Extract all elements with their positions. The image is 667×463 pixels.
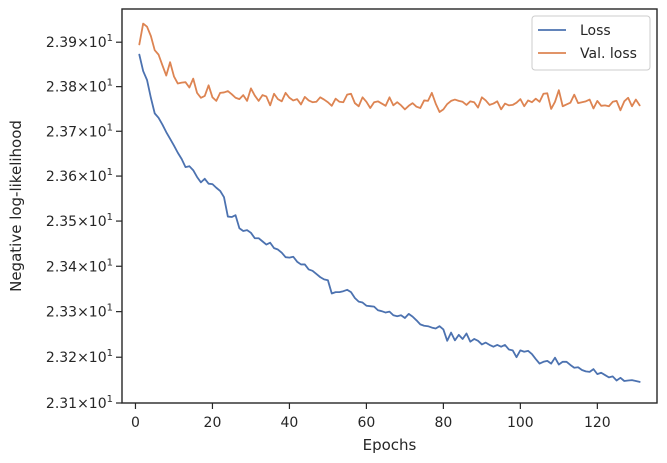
x-tick-label: 60: [357, 415, 375, 431]
x-tick-label: 20: [204, 415, 222, 431]
plot-frame: [121, 8, 658, 404]
legend: Loss Val. loss: [531, 15, 651, 71]
y-tick-label: 2.38×101: [46, 78, 113, 96]
series-line-val-loss: [138, 22, 641, 113]
x-tick-label: 0: [131, 415, 140, 431]
y-tick-label: 2.37×101: [46, 122, 113, 140]
y-axis-title: Negative log-likelihood: [7, 120, 25, 292]
y-axis-ticks: 2.31×101 2.32×101 2.33×101 2.34×101 2.35×101…: [46, 33, 122, 412]
y-tick-label: 2.36×101: [46, 167, 113, 185]
y-tick-label: 2.34×101: [46, 257, 113, 275]
x-axis-ticks: 0 20 40 60 80 100 120: [131, 403, 611, 431]
y-tick-label: 2.35×101: [46, 212, 113, 230]
y-tick-label: 2.32×101: [46, 348, 113, 366]
y-tick-label: 2.39×101: [46, 33, 113, 51]
y-tick-label: 2.31×101: [46, 394, 113, 412]
series-line-loss: [138, 53, 641, 383]
x-tick-label: 120: [584, 415, 611, 431]
x-tick-label: 80: [434, 415, 452, 431]
y-tick-label: 2.33×101: [46, 303, 113, 321]
series-layer: [138, 22, 641, 383]
x-tick-label: 40: [281, 415, 299, 431]
x-tick-label: 100: [507, 415, 534, 431]
legend-label-loss: Loss: [580, 23, 611, 39]
x-axis-title: Epochs: [363, 436, 417, 454]
legend-label-val-loss: Val. loss: [580, 46, 637, 62]
